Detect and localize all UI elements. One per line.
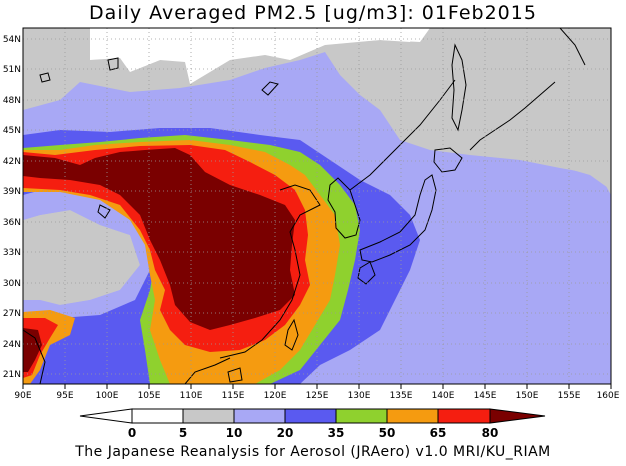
colorbar-label: 0 xyxy=(128,426,136,440)
colorbar-swatch xyxy=(233,408,286,424)
colorbar-swatch xyxy=(284,408,337,424)
colorbar-swatch xyxy=(335,408,388,424)
tick-marks xyxy=(22,384,612,389)
lon-label: 95E xyxy=(56,391,73,401)
lat-label: 24N xyxy=(3,340,21,350)
lon-label: 115E xyxy=(222,391,245,401)
colorbar-labels: 0 5 10 20 35 50 65 80 xyxy=(128,426,499,440)
lon-label: 105E xyxy=(138,391,161,401)
lon-label: 125E xyxy=(306,391,329,401)
lon-label: 110E xyxy=(180,391,203,401)
contour-above-80 xyxy=(23,148,295,330)
colorbar-label: 20 xyxy=(277,426,294,440)
lat-label: 21N xyxy=(3,370,21,380)
lat-label: 36N xyxy=(3,218,21,228)
colorbar-swatch xyxy=(386,408,439,424)
lon-label: 145E xyxy=(474,391,497,401)
lat-labels: 21N 24N 27N 30N 33N 36N 39N 42N 45N 48N … xyxy=(3,35,21,380)
contour-5-10-west xyxy=(23,210,140,305)
lon-label: 155E xyxy=(558,391,581,401)
colorbar-swatch xyxy=(79,408,133,424)
lat-label: 54N xyxy=(3,35,21,45)
lon-labels: 90E 95E 100E 105E 110E 115E 120E 125E 13… xyxy=(14,391,619,401)
lon-label: 120E xyxy=(264,391,287,401)
graticule xyxy=(23,28,611,384)
map-title: Daily Averaged PM2.5 [ug/m3]: 01Feb2015 xyxy=(89,2,537,24)
lat-label: 45N xyxy=(3,126,21,136)
colorbar-swatch xyxy=(131,408,184,424)
colorbar-label: 10 xyxy=(226,426,243,440)
colorbar-label: 35 xyxy=(328,426,345,440)
colorbar-label: 5 xyxy=(179,426,187,440)
lat-label: 30N xyxy=(3,279,21,289)
colorbar-swatch xyxy=(489,408,546,424)
colorbar-label: 80 xyxy=(482,426,499,440)
colorbar-swatch xyxy=(437,408,491,424)
colorbar xyxy=(79,408,546,424)
lat-label: 51N xyxy=(3,65,21,75)
lon-label: 160E xyxy=(597,391,620,401)
lat-label: 27N xyxy=(3,309,21,319)
contour-above-80-sw xyxy=(23,328,42,372)
lon-label: 140E xyxy=(432,391,455,401)
lat-label: 48N xyxy=(3,96,21,106)
lon-label: 130E xyxy=(348,391,371,401)
coastlines xyxy=(23,28,586,384)
lat-label: 42N xyxy=(3,157,21,167)
pm25-field xyxy=(23,28,611,384)
lat-label: 33N xyxy=(3,248,21,258)
lon-label: 135E xyxy=(390,391,413,401)
colorbar-swatch xyxy=(182,408,235,424)
colorbar-label: 50 xyxy=(379,426,396,440)
lon-label: 90E xyxy=(14,391,31,401)
lon-label: 100E xyxy=(96,391,119,401)
footer-credit: The Japanese Reanalysis for Aerosol (JRA… xyxy=(75,444,551,460)
colorbar-label: 65 xyxy=(430,426,447,440)
contour-10-20-west xyxy=(23,185,150,318)
lon-label: 150E xyxy=(516,391,539,401)
lat-label: 39N xyxy=(3,187,21,197)
